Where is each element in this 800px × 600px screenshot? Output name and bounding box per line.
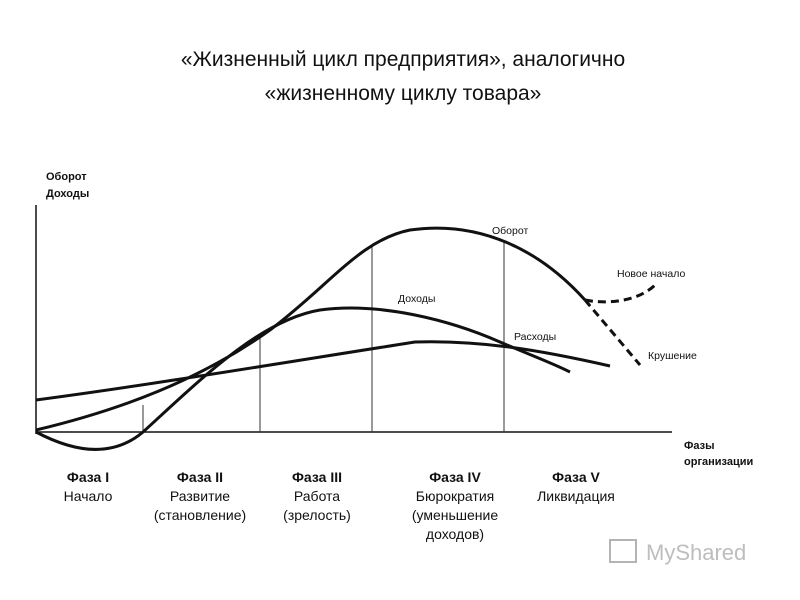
income-curve xyxy=(35,306,571,451)
watermark: MyShared xyxy=(609,539,746,565)
axes xyxy=(35,205,672,434)
phase-description: (становление) xyxy=(154,507,246,523)
expenses-curve xyxy=(35,340,611,402)
phase-description: Работа xyxy=(294,488,340,504)
phase-dividers xyxy=(142,243,505,432)
x-axis-label: Фазы xyxy=(684,440,715,452)
phase-description: Бюрократия xyxy=(416,488,494,504)
curve-label: Доходы xyxy=(398,293,435,305)
watermark-text: MyShared xyxy=(646,540,746,565)
title-line: «Жизненный цикл предприятия», аналогично xyxy=(181,48,625,71)
curve-label: Оборот xyxy=(492,225,528,237)
phases: Фаза I Начало Фаза II Развитие (становление)… xyxy=(64,469,615,542)
crash-curve xyxy=(583,299,642,366)
phase-name: Фаза III xyxy=(292,469,342,485)
curve-label: Крушение xyxy=(648,350,697,362)
y-axis-label: Доходы xyxy=(46,188,89,200)
x-axis-label: организации xyxy=(684,456,753,468)
phase-description: Ликвидация xyxy=(537,488,615,504)
turnover-curve xyxy=(35,226,587,432)
y-axis-label: Оборот xyxy=(46,171,87,183)
phase-name: Фаза V xyxy=(552,469,600,485)
new-start-curve xyxy=(584,283,657,304)
phase-description: (уменьшение xyxy=(412,507,499,523)
phase-name: Фаза IV xyxy=(429,469,481,485)
phase-description: доходов) xyxy=(426,526,484,542)
title-line: «жизненному циклу товара» xyxy=(265,82,542,105)
phase-description: (зрелость) xyxy=(283,507,351,523)
curve-label: Расходы xyxy=(514,331,556,343)
phase-description: Развитие xyxy=(170,488,230,504)
phase-name: Фаза I xyxy=(67,469,109,485)
phase-name: Фаза II xyxy=(177,469,223,485)
phase-description: Начало xyxy=(64,488,113,504)
curve-label: Новое начало xyxy=(617,268,685,280)
